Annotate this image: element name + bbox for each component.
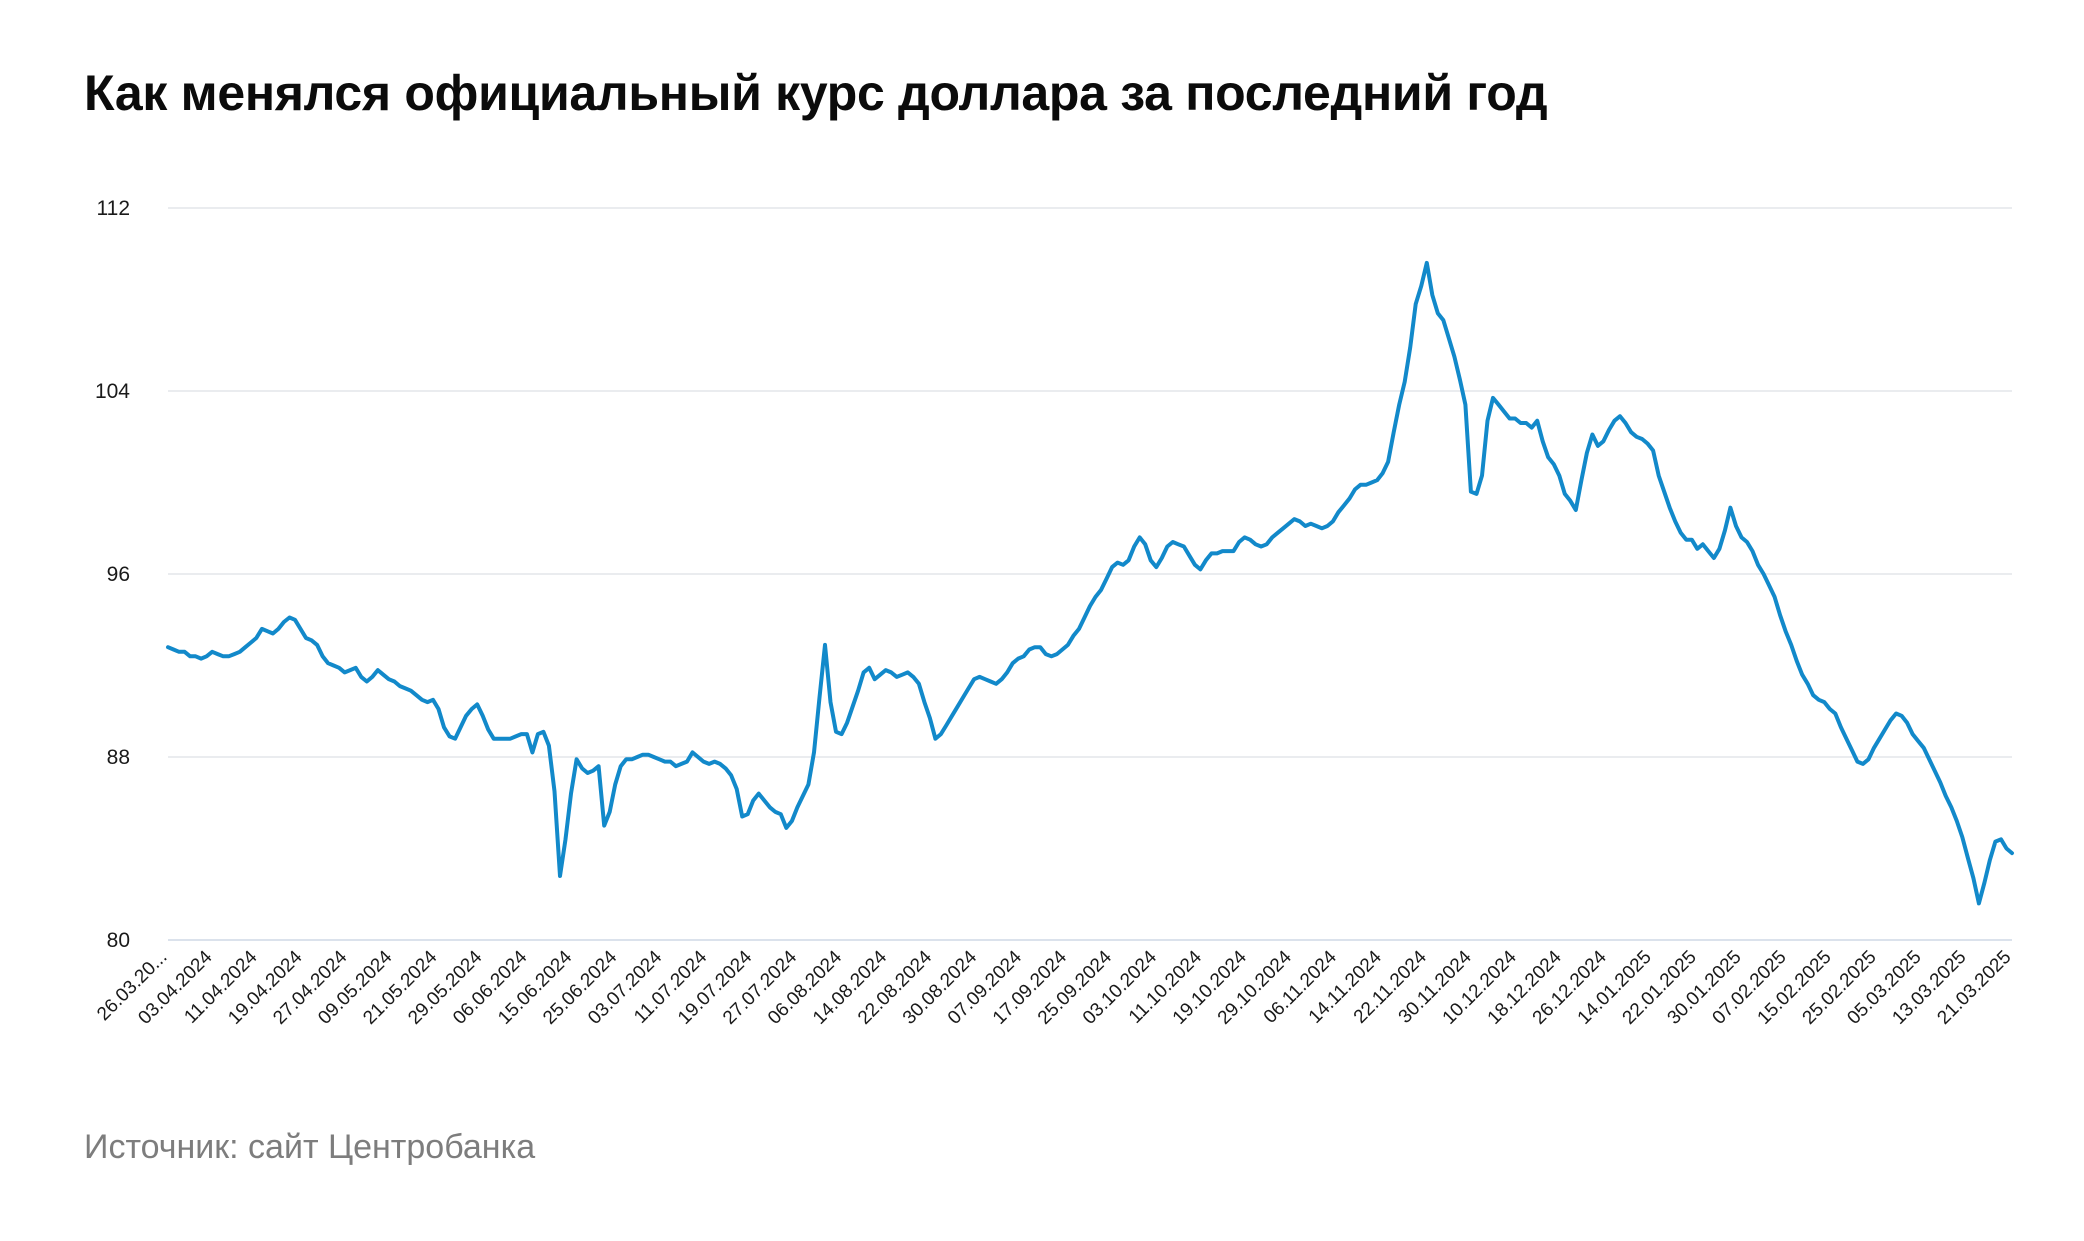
y-tick-label: 112	[97, 197, 130, 220]
y-tick-label: 104	[95, 380, 130, 403]
x-axis-ticks: 26.03.20...03.04.202411.04.202419.04.202…	[93, 946, 2015, 1028]
y-tick-label: 96	[107, 563, 130, 586]
y-tick-label: 88	[107, 746, 130, 769]
usd-rate-line	[166, 260, 2014, 906]
chart-title: Как менялся официальный курс доллара за …	[84, 65, 1548, 121]
y-axis-ticks: 80 88 96 104 112	[95, 197, 130, 952]
y-tick-label: 80	[107, 929, 130, 952]
grid-layer	[168, 207, 2012, 941]
source-note: Источник: сайт Центробанка	[84, 1128, 536, 1166]
